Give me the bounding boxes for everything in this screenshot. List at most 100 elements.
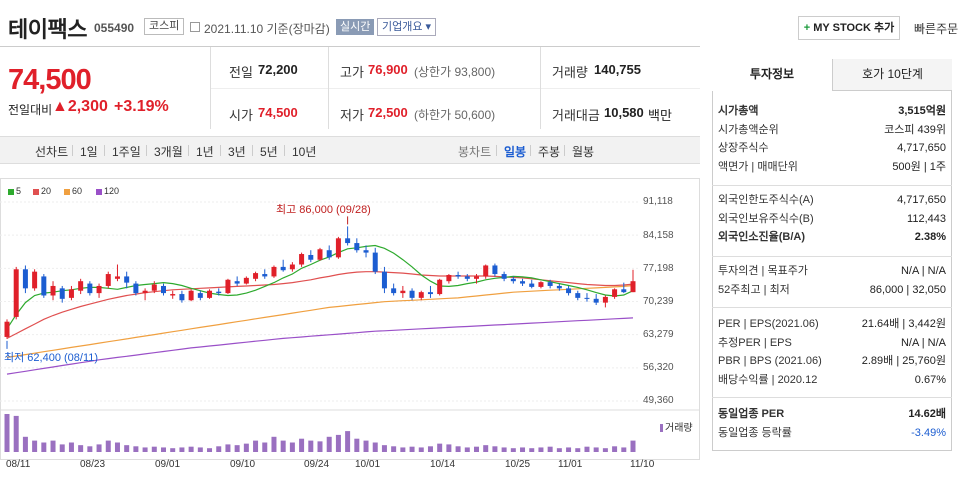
divider: [146, 145, 147, 156]
amount-label: 거래대금: [552, 108, 600, 123]
tab-3m[interactable]: 3개월: [154, 145, 183, 159]
diff-label: 전일대비: [8, 103, 53, 117]
volume-legend: 거래량: [660, 419, 693, 434]
volume-bar: [510, 448, 516, 452]
volume-bar: [455, 446, 461, 452]
info-value: 14.62배: [908, 408, 946, 420]
volume-bar: [437, 443, 443, 452]
tab-10y[interactable]: 10년: [292, 145, 317, 159]
tab-daily[interactable]: 일봉: [504, 145, 527, 159]
legend-ma20: 20: [33, 186, 51, 196]
candle-body: [547, 282, 553, 286]
tab-monthly[interactable]: 월봉: [572, 145, 595, 159]
volume-bar: [207, 448, 213, 452]
volume-bar: [243, 443, 249, 452]
candle-body: [87, 283, 93, 294]
divider: [564, 145, 565, 156]
company-overview-select[interactable]: 기업개요 ▾: [377, 18, 437, 36]
amount-unit: 백만: [648, 108, 672, 123]
info-value: 112,443: [907, 212, 946, 225]
x-tick: 11/10: [630, 459, 655, 470]
candle-body: [575, 293, 581, 298]
candle-body: [105, 274, 111, 286]
legend-swatch: [8, 188, 14, 195]
info-value: 21.64배 | 3,442원: [861, 318, 946, 330]
divider: [0, 46, 700, 47]
price-chart[interactable]: [0, 178, 700, 478]
stock-code: 055490: [94, 21, 135, 35]
info-label: 투자의견 | 목표주가: [718, 265, 808, 277]
volume-bar: [179, 447, 185, 452]
tab-line-chart[interactable]: 선차트: [35, 145, 69, 159]
candle-body: [483, 265, 489, 277]
prev-close-value: 72,200: [258, 62, 298, 77]
divider: [530, 145, 531, 156]
info-label: 동일업종 PER: [718, 408, 785, 420]
divider: [712, 256, 952, 257]
quick-order-link[interactable]: 빠른주문: [914, 22, 959, 36]
volume-bar: [308, 440, 314, 452]
tab-5y[interactable]: 5년: [260, 145, 278, 159]
info-label: 액면가 | 매매단위: [718, 160, 798, 173]
candle-body: [262, 274, 268, 277]
y-tick: 91,118: [643, 196, 673, 207]
candle-body: [510, 278, 516, 282]
info-value: -3.49%: [911, 426, 946, 439]
volume-bar: [474, 446, 479, 452]
candle-body: [492, 265, 498, 275]
tab-investment-info[interactable]: 투자정보: [712, 59, 832, 91]
volume-bar: [32, 440, 38, 452]
volume-bar: [584, 446, 590, 452]
tab-3y[interactable]: 3년: [228, 145, 246, 159]
divider: [712, 307, 952, 308]
x-tick: 09/24: [304, 459, 330, 470]
volume-bar: [529, 448, 535, 452]
mystock-add-button[interactable]: + MY STOCK 추가: [798, 16, 900, 40]
calendar-icon: [190, 22, 200, 32]
tab-1d[interactable]: 1일: [80, 145, 98, 159]
divider: [284, 145, 285, 156]
tab-weekly[interactable]: 주봉: [538, 145, 561, 159]
candle-body: [78, 281, 84, 291]
info-label: PBR | BPS (2021.06): [718, 355, 822, 367]
upper-limit: (상한가 93,800): [414, 65, 496, 79]
low-value: 72,500: [368, 105, 408, 120]
volume-bar: [234, 445, 240, 452]
chart-frame: [0, 178, 700, 460]
divider: [328, 47, 329, 129]
volume-bar: [253, 440, 259, 452]
tab-1y[interactable]: 1년: [196, 145, 214, 159]
volume-bar: [59, 444, 65, 452]
tab-1w[interactable]: 1주일: [112, 145, 141, 159]
candle-body: [437, 279, 443, 295]
candle-body: [96, 285, 102, 294]
candle-body: [32, 271, 38, 289]
info-row: 외국인보유주식수(B) 112,443: [718, 210, 946, 228]
candle-body: [409, 290, 415, 298]
tab-candle-chart[interactable]: 봉차트: [458, 145, 492, 159]
candle-body: [68, 289, 74, 298]
volume-value: 140,755: [594, 62, 641, 77]
candle-body: [354, 243, 360, 251]
volume-bar: [87, 446, 93, 452]
tab-orderbook[interactable]: 호가 10단계: [832, 59, 952, 91]
volume-bar: [289, 442, 295, 452]
volume-bar: [216, 446, 222, 452]
candle-body: [584, 297, 590, 299]
x-tick: 10/14: [430, 459, 456, 470]
volume-bar: [446, 444, 452, 452]
candle-body: [556, 285, 562, 289]
info-value: 4,717,650: [897, 142, 946, 154]
mystock-label: MY STOCK 추가: [813, 22, 895, 34]
candle-body: [188, 290, 194, 301]
amount-value: 10,580: [604, 105, 644, 120]
legend-label: 20: [41, 186, 52, 196]
candle-body: [345, 238, 351, 244]
candle-body: [474, 276, 479, 279]
volume-bar: [96, 444, 102, 452]
volume-bar: [409, 446, 415, 452]
candle-body: [566, 288, 572, 294]
realtime-badge[interactable]: 실시간: [336, 19, 375, 35]
info-row: 52주최고 | 최저 86,000 | 32,050: [718, 281, 946, 299]
legend-ma5: 5: [8, 186, 21, 196]
